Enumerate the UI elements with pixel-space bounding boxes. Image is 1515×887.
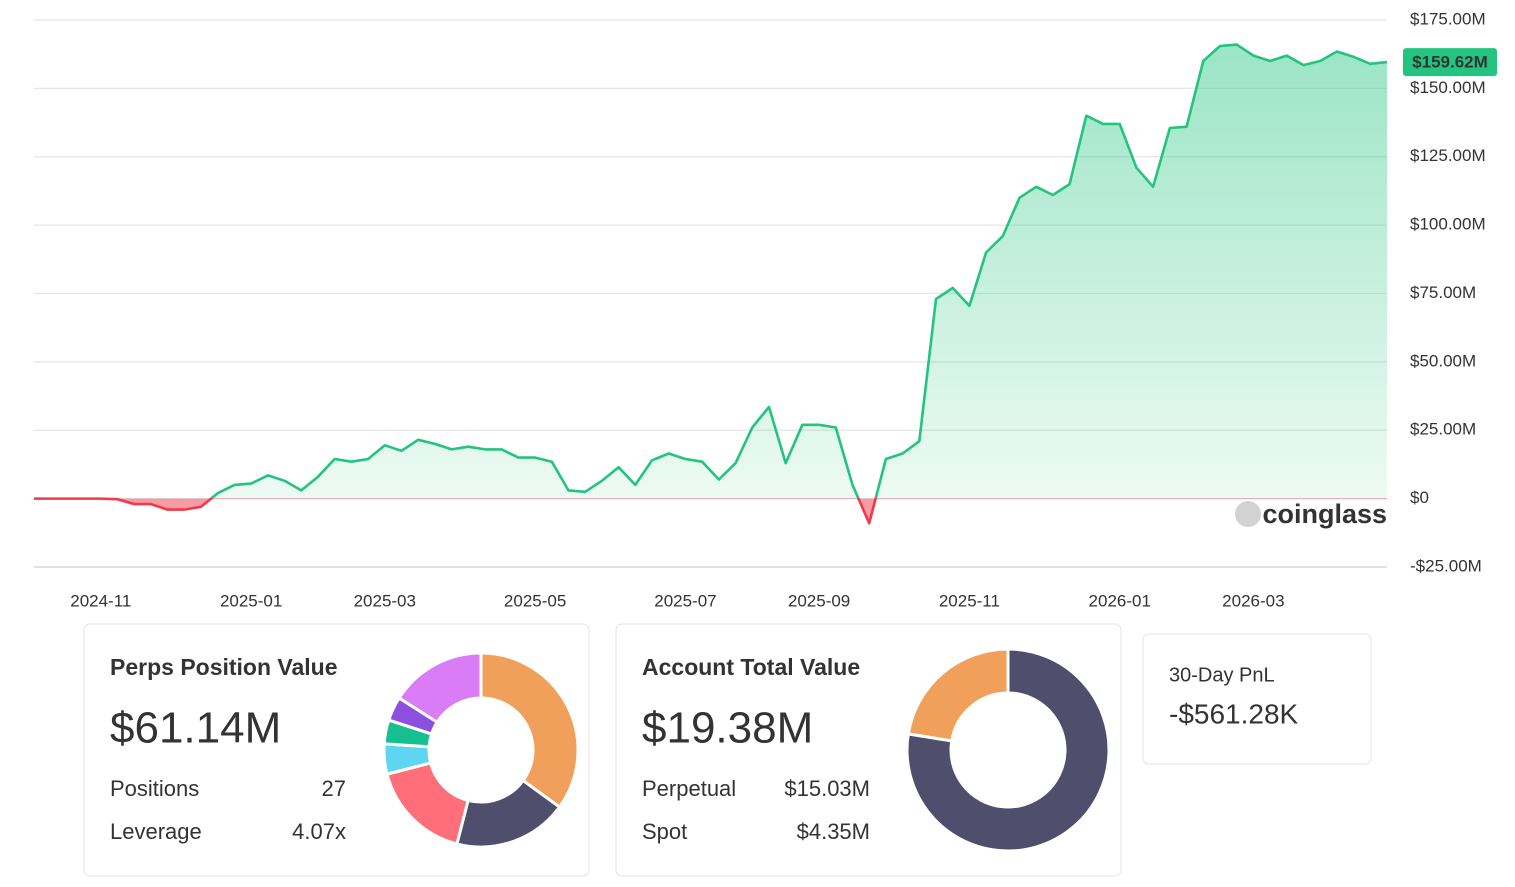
row-label: Positions: [110, 776, 199, 801]
y-tick-label: $150.00M: [1410, 78, 1486, 97]
donut-segment: [906, 647, 1010, 743]
x-tick-label: 2025-01: [220, 591, 282, 610]
y-tick-label: -$25.00M: [1410, 556, 1482, 575]
card-title: Perps Position Value: [110, 654, 338, 680]
x-tick-label: 2025-03: [354, 591, 416, 610]
y-tick-label: $0: [1410, 488, 1429, 507]
row-value: 27: [322, 776, 346, 801]
row-value: 4.07x: [292, 819, 346, 844]
row-value: $15.03M: [784, 776, 870, 801]
y-tick-label: $100.00M: [1410, 215, 1486, 234]
line: [34, 43, 1388, 498]
card: [1142, 633, 1372, 765]
donut-segment: [397, 651, 483, 724]
card-value: $61.14M: [110, 704, 281, 753]
watermark-logo: [1235, 501, 1261, 527]
x-tick-label: 2024-11: [70, 591, 131, 610]
value-label: $159.62M: [1412, 53, 1488, 72]
watermark: coinglass: [1262, 499, 1387, 529]
y-tick-label: $125.00M: [1410, 146, 1486, 165]
y-tick-label: $175.00M: [1410, 9, 1486, 28]
y-tick-label: $75.00M: [1410, 283, 1476, 302]
x-tick-label: 2026-03: [1222, 591, 1284, 610]
x-tick-label: 2025-11: [939, 591, 1000, 610]
card-title: 30-Day PnL: [1169, 664, 1275, 686]
donut-segment: [905, 647, 1111, 853]
row-label: Perpetual: [642, 776, 736, 801]
card-title: Account Total Value: [642, 654, 860, 680]
card-value: $19.38M: [642, 704, 813, 753]
value-badge: [1403, 48, 1497, 77]
x-tick-label: 2025-07: [654, 591, 716, 610]
y-tick-label: $50.00M: [1410, 351, 1476, 370]
x-tick-label: 2025-05: [504, 591, 566, 610]
donut-segment: [479, 651, 580, 809]
card-value: -$561.28K: [1169, 698, 1299, 729]
x-tick-label: 2026-01: [1089, 591, 1151, 610]
row-value: $4.35M: [797, 819, 870, 844]
y-tick-label: $25.00M: [1410, 420, 1476, 439]
row-label: Spot: [642, 819, 687, 844]
x-tick-label: 2025-09: [788, 591, 850, 610]
area-negative: [34, 498, 1387, 524]
row-label: Leverage: [110, 819, 202, 844]
area-positive: [211, 44, 1387, 498]
